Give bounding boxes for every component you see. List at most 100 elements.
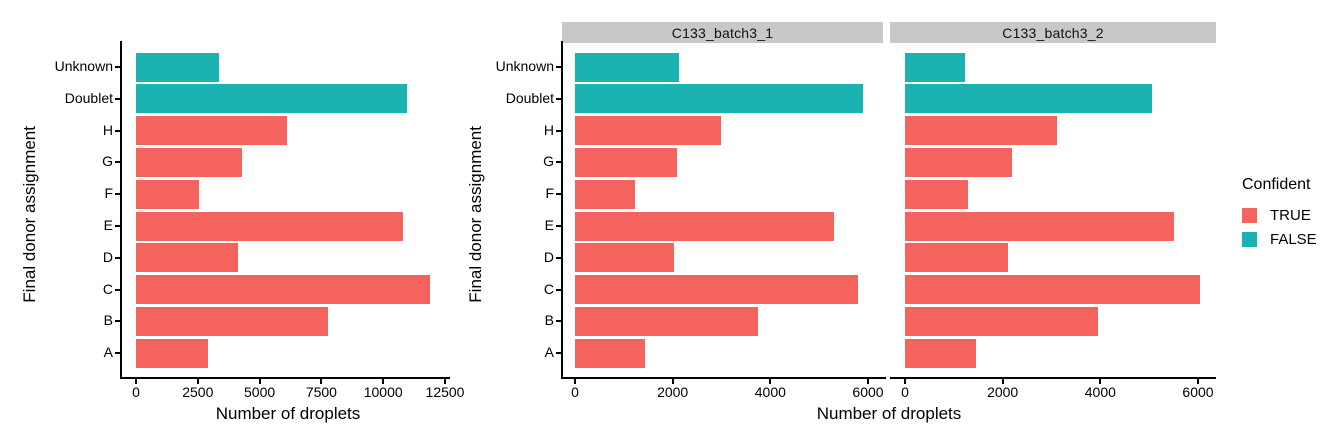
x-tick-label: 4000 [754, 384, 786, 400]
bar-a [905, 338, 976, 368]
bar-e [136, 211, 403, 241]
bar-h [575, 116, 721, 146]
bar-a [136, 338, 208, 368]
x-tick-label: 4000 [1084, 384, 1116, 400]
y-tick-label: G [543, 153, 554, 170]
x-tick-mark [574, 379, 576, 384]
x-tick-mark [867, 379, 869, 384]
bar-unknown [905, 52, 965, 82]
y-axis-title: Final donor assignment [466, 126, 485, 303]
y-tick-label: G [102, 153, 113, 170]
bar-unknown [136, 52, 219, 82]
x-tick-label: 0 [571, 384, 579, 400]
bar-b [136, 306, 328, 336]
x-tick-mark [196, 379, 199, 384]
legend-swatch-true [1242, 208, 1257, 223]
bar-g [136, 147, 242, 177]
y-tick-label: E [544, 217, 554, 233]
x-tick-mark [320, 379, 323, 384]
y-tick-label: D [543, 248, 554, 265]
y-tick-mark [556, 288, 561, 291]
x-axis-title-facets: Number of droplets [816, 404, 962, 423]
bar-unknown [575, 52, 679, 82]
y-tick-label: Doublet [64, 89, 113, 106]
y-axis-line [120, 41, 122, 379]
y-axis-title: Final donor assignment [20, 126, 39, 303]
x-tick-label: 6000 [852, 384, 884, 400]
x-tick-label: 5000 [244, 384, 276, 400]
y-tick-mark [115, 97, 120, 100]
bar-c [575, 275, 858, 305]
x-axis-line [561, 377, 886, 379]
y-tick-mark [115, 256, 120, 259]
x-tick-mark [444, 379, 446, 384]
x-tick-mark [135, 379, 137, 384]
x-tick-mark [769, 379, 772, 384]
x-tick-label: 6000 [1182, 384, 1214, 400]
x-axis-title: Number of droplets [215, 404, 361, 423]
x-tick-label: 7500 [305, 384, 337, 400]
legend-label: FALSE [1270, 231, 1317, 248]
bar-b [575, 306, 758, 336]
bar-b [905, 306, 1098, 336]
y-tick-mark [115, 320, 120, 323]
legend-label: TRUE [1270, 207, 1311, 224]
y-tick-mark [115, 288, 120, 291]
bar-doublet [905, 84, 1152, 114]
x-tick-label: 2000 [657, 384, 689, 400]
y-tick-mark [556, 256, 561, 259]
y-tick-label: A [544, 344, 554, 361]
x-tick-mark [1099, 379, 1102, 384]
y-tick-mark [556, 129, 561, 132]
y-tick-label: C [543, 280, 554, 297]
x-tick-label: 12500 [425, 384, 465, 400]
y-tick-mark [115, 193, 120, 196]
bar-f [575, 179, 635, 209]
x-tick-label: 0 [132, 384, 140, 400]
bar-doublet [136, 84, 407, 114]
bar-f [905, 179, 968, 209]
bar-d [575, 243, 674, 273]
y-tick-label: A [103, 344, 113, 361]
y-tick-mark [556, 352, 561, 355]
y-tick-mark [115, 225, 120, 227]
y-tick-label: C [102, 280, 113, 297]
bar-e [575, 211, 834, 241]
bar-doublet [575, 84, 863, 114]
y-tick-label: Doublet [505, 89, 554, 106]
y-tick-label: B [103, 312, 113, 329]
y-tick-label: E [103, 217, 113, 233]
y-axis-line [561, 41, 563, 379]
x-tick-label: 0 [901, 384, 909, 400]
x-axis-line [120, 377, 450, 379]
legend-item-false: FALSE [1242, 231, 1317, 248]
x-tick-mark [671, 379, 674, 384]
y-tick-mark [556, 225, 561, 227]
y-tick-label: Unknown [495, 58, 554, 74]
bar-h [136, 116, 287, 146]
y-tick-mark [115, 161, 120, 164]
legend: Confident TRUE FALSE [1242, 176, 1317, 255]
facet-strip-label: C133_batch3_2 [1002, 24, 1104, 41]
y-tick-label: D [102, 248, 113, 265]
x-tick-mark [382, 379, 385, 384]
x-tick-label: 2000 [987, 384, 1019, 400]
legend-title: Confident [1242, 176, 1311, 193]
legend-swatch-false [1242, 232, 1257, 247]
bar-d [136, 243, 238, 273]
bar-g [905, 147, 1012, 177]
y-tick-mark [556, 66, 561, 68]
bar-c [905, 275, 1200, 305]
facet-strip: C133_batch3_2 [890, 22, 1216, 43]
bar-g [575, 147, 677, 177]
y-tick-label: Unknown [54, 58, 113, 74]
facet-strip: C133_batch3_1 [562, 22, 883, 43]
y-tick-label: F [104, 185, 113, 202]
bar-a [575, 338, 645, 368]
x-tick-label: 10000 [363, 384, 403, 400]
x-tick-mark [258, 379, 261, 384]
bar-e [905, 211, 1174, 241]
x-tick-mark [1001, 379, 1004, 384]
x-axis-line [890, 377, 1216, 379]
